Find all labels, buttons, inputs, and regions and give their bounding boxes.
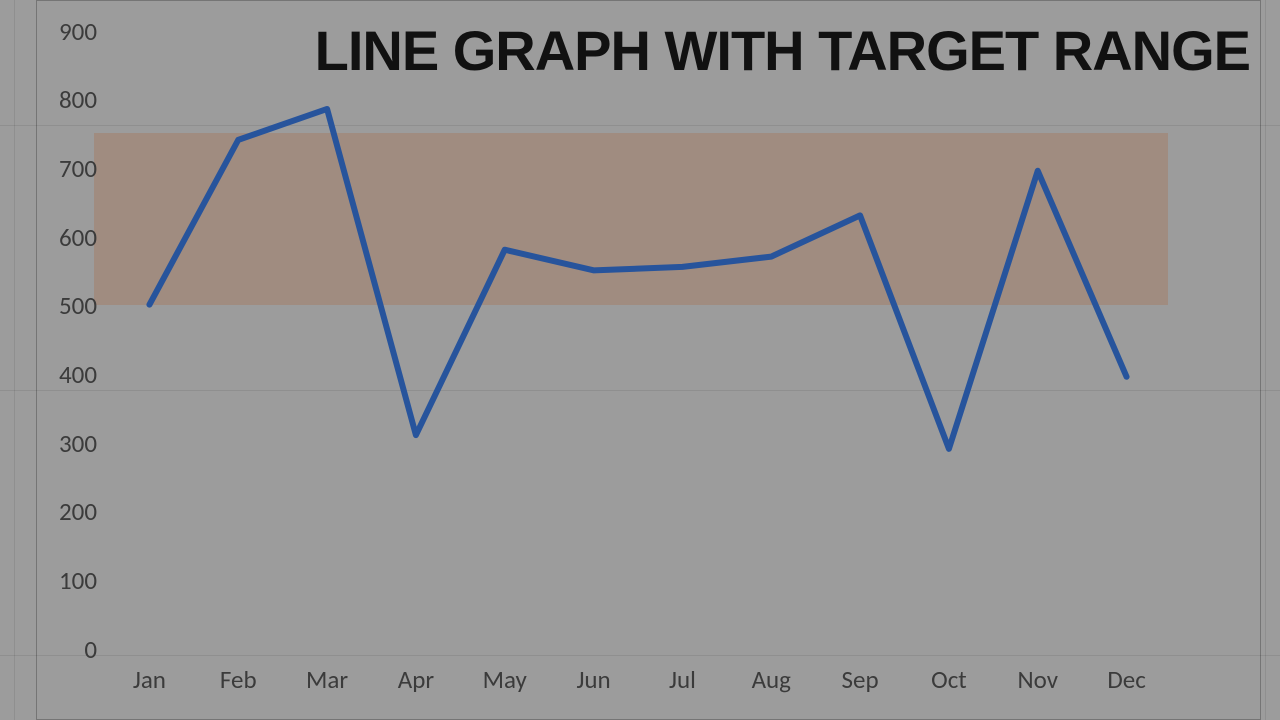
y-tick-label: 0 bbox=[47, 634, 97, 665]
x-tick-label: Nov bbox=[1017, 664, 1058, 695]
x-tick-label: Jan bbox=[133, 664, 166, 695]
line-series bbox=[105, 30, 1171, 648]
y-tick-label: 600 bbox=[47, 222, 97, 253]
x-tick-label: Sep bbox=[842, 664, 879, 695]
x-tick-label: Dec bbox=[1107, 664, 1145, 695]
x-tick-label: Feb bbox=[220, 664, 257, 695]
y-tick-label: 500 bbox=[47, 290, 97, 321]
plot-area bbox=[105, 30, 1171, 648]
x-tick-label: Mar bbox=[306, 664, 348, 695]
y-tick-label: 300 bbox=[47, 428, 97, 459]
y-tick-label: 900 bbox=[47, 16, 97, 47]
x-tick-label: Jul bbox=[669, 664, 696, 695]
x-tick-label: May bbox=[483, 664, 527, 695]
x-tick-label: Jun bbox=[576, 664, 610, 695]
y-tick-label: 700 bbox=[47, 153, 97, 184]
x-tick-label: Oct bbox=[931, 664, 967, 695]
y-tick-label: 100 bbox=[47, 565, 97, 596]
x-tick-label: Aug bbox=[752, 664, 791, 695]
y-tick-label: 800 bbox=[47, 84, 97, 115]
x-tick-label: Apr bbox=[398, 664, 434, 695]
y-tick-label: 400 bbox=[47, 359, 97, 390]
y-tick-label: 200 bbox=[47, 496, 97, 527]
